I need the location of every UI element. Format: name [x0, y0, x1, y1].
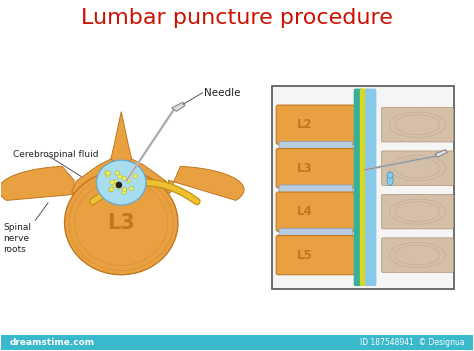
Text: Lumbar puncture procedure: Lumbar puncture procedure	[81, 8, 393, 28]
FancyBboxPatch shape	[382, 151, 453, 185]
FancyBboxPatch shape	[360, 88, 369, 286]
Circle shape	[122, 187, 127, 192]
Circle shape	[109, 187, 114, 191]
FancyBboxPatch shape	[276, 148, 356, 188]
Text: L4: L4	[297, 205, 312, 218]
Ellipse shape	[96, 160, 146, 205]
Circle shape	[115, 171, 120, 176]
Circle shape	[133, 174, 137, 178]
FancyBboxPatch shape	[354, 88, 364, 286]
Circle shape	[106, 171, 110, 176]
Polygon shape	[72, 159, 115, 197]
Ellipse shape	[387, 175, 393, 186]
Circle shape	[104, 171, 109, 175]
Polygon shape	[111, 112, 132, 165]
Circle shape	[117, 185, 121, 189]
Circle shape	[122, 188, 127, 192]
Circle shape	[122, 176, 127, 180]
Polygon shape	[128, 159, 171, 197]
Text: L2: L2	[297, 118, 312, 131]
FancyBboxPatch shape	[279, 229, 353, 238]
FancyBboxPatch shape	[273, 86, 454, 289]
Polygon shape	[0, 166, 74, 200]
Circle shape	[113, 183, 117, 188]
FancyBboxPatch shape	[279, 185, 353, 195]
FancyBboxPatch shape	[279, 141, 353, 151]
FancyBboxPatch shape	[382, 194, 453, 229]
Circle shape	[126, 178, 130, 183]
Text: L3: L3	[297, 162, 312, 175]
Circle shape	[110, 180, 114, 185]
Text: ID 187548941  © Designua: ID 187548941 © Designua	[360, 338, 465, 347]
Circle shape	[118, 174, 122, 179]
FancyBboxPatch shape	[276, 192, 356, 231]
Circle shape	[387, 172, 393, 178]
FancyBboxPatch shape	[276, 236, 356, 275]
FancyBboxPatch shape	[382, 238, 453, 272]
Text: Cerebrospinal fluid: Cerebrospinal fluid	[13, 150, 98, 159]
Polygon shape	[435, 150, 447, 157]
Polygon shape	[172, 102, 185, 111]
Ellipse shape	[64, 171, 178, 275]
Text: L3: L3	[108, 213, 135, 233]
Text: L5: L5	[297, 249, 312, 261]
Polygon shape	[168, 166, 244, 200]
Circle shape	[129, 186, 134, 191]
Text: dreamstime.com: dreamstime.com	[9, 338, 94, 347]
Text: Needle: Needle	[204, 88, 240, 98]
Circle shape	[122, 190, 126, 194]
Text: Spinal
nerve
roots: Spinal nerve roots	[3, 223, 31, 254]
Circle shape	[113, 180, 118, 184]
Bar	[1, 335, 473, 350]
FancyBboxPatch shape	[365, 88, 376, 286]
FancyBboxPatch shape	[382, 107, 453, 142]
Circle shape	[109, 187, 113, 192]
Circle shape	[106, 173, 110, 177]
Circle shape	[116, 181, 122, 188]
FancyBboxPatch shape	[276, 105, 356, 144]
